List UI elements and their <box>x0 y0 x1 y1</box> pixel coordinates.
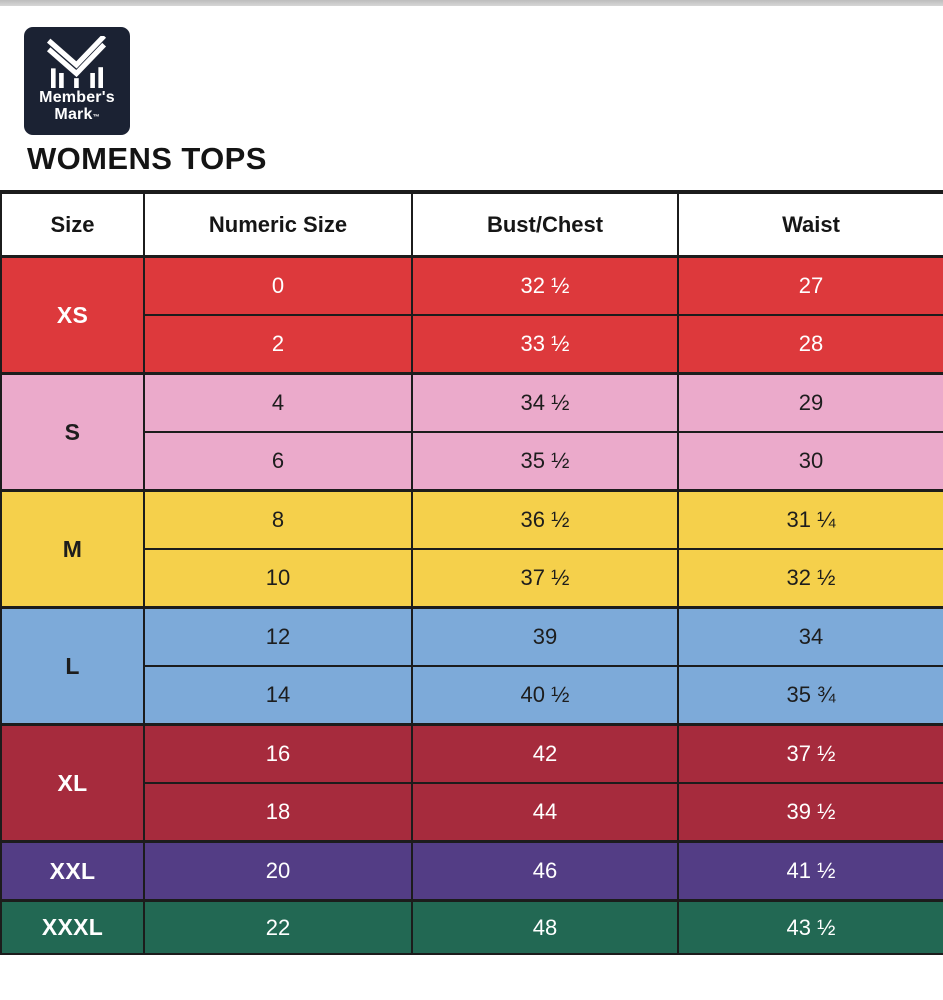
table-row: XL 16 42 37 ½ <box>0 723 943 843</box>
waist-cell: 41 ½ <box>677 840 943 902</box>
bust-chest-cell: 33 ½ <box>411 314 679 375</box>
brand-line1: Member's <box>39 89 115 106</box>
waist-cell: 32 ½ <box>677 548 943 609</box>
waist-cell: 34 <box>677 606 943 667</box>
table-row: 2 33 ½ 28 <box>1 314 943 375</box>
waist-cell: 43 ½ <box>677 899 943 955</box>
table-row: S 4 34 ½ 29 <box>0 372 943 492</box>
table-row: XXXL 22 48 43 ½ <box>0 899 943 955</box>
bust-chest-cell: 42 <box>411 723 679 784</box>
table-row: 6 35 ½ 30 <box>1 431 943 492</box>
bust-chest-cell: 40 ½ <box>411 665 679 726</box>
numeric-size-cell: 22 <box>143 899 413 955</box>
size-label-xl: XL <box>0 723 145 843</box>
bust-chest-cell: 35 ½ <box>411 431 679 492</box>
numeric-size-cell: 16 <box>143 723 413 784</box>
table-row: L 12 39 34 <box>0 606 943 726</box>
table-row: 18 44 39 ½ <box>1 782 943 843</box>
table-row: M 8 36 ½ 31 ¼ <box>0 489 943 609</box>
table-header-row: Size Numeric Size Bust/Chest Waist <box>0 191 943 258</box>
bust-chest-cell: 34 ½ <box>411 372 679 433</box>
column-header-size: Size <box>0 191 145 258</box>
page-title: WOMENS TOPS <box>27 141 267 176</box>
waist-cell: 37 ½ <box>677 723 943 784</box>
numeric-size-cell: 12 <box>143 606 413 667</box>
bust-chest-cell: 32 ½ <box>411 255 679 316</box>
column-header-bust-chest: Bust/Chest <box>411 191 679 258</box>
bust-chest-cell: 44 <box>411 782 679 843</box>
table-row: 14 40 ½ 35 ¾ <box>1 665 943 726</box>
size-label-xxxl: XXXL <box>0 899 145 955</box>
trademark-symbol: ™ <box>92 113 100 121</box>
table-row: XS 0 32 ½ 27 <box>0 255 943 375</box>
numeric-size-cell: 6 <box>143 431 413 492</box>
waist-cell: 39 ½ <box>677 782 943 843</box>
members-mark-m-icon <box>46 36 107 88</box>
numeric-size-cell: 20 <box>143 840 413 902</box>
waist-cell: 29 <box>677 372 943 433</box>
size-label-xs: XS <box>0 255 145 375</box>
size-label-l: L <box>0 606 145 726</box>
size-label-m: M <box>0 489 145 609</box>
waist-cell: 30 <box>677 431 943 492</box>
size-label-s: S <box>0 372 145 492</box>
waist-cell: 31 ¼ <box>677 489 943 550</box>
waist-cell: 27 <box>677 255 943 316</box>
bust-chest-cell: 36 ½ <box>411 489 679 550</box>
numeric-size-cell: 2 <box>143 314 413 375</box>
table-row: XXL 20 46 41 ½ <box>0 840 943 902</box>
members-mark-logo: Member's Mark™ <box>24 27 130 135</box>
numeric-size-cell: 14 <box>143 665 413 726</box>
table-row: 10 37 ½ 32 ½ <box>1 548 943 609</box>
members-mark-wordmark: Member's Mark™ <box>39 89 115 124</box>
waist-cell: 28 <box>677 314 943 375</box>
column-header-numeric-size: Numeric Size <box>143 191 413 258</box>
numeric-size-cell: 18 <box>143 782 413 843</box>
top-edge-strip <box>0 0 943 6</box>
numeric-size-cell: 0 <box>143 255 413 316</box>
waist-cell: 35 ¾ <box>677 665 943 726</box>
bust-chest-cell: 37 ½ <box>411 548 679 609</box>
numeric-size-cell: 8 <box>143 489 413 550</box>
column-header-waist: Waist <box>677 191 943 258</box>
brand-line2: Mark <box>54 105 93 123</box>
bust-chest-cell: 39 <box>411 606 679 667</box>
bust-chest-cell: 48 <box>411 899 679 955</box>
numeric-size-cell: 4 <box>143 372 413 433</box>
size-label-xxl: XXL <box>0 840 145 902</box>
bust-chest-cell: 46 <box>411 840 679 902</box>
numeric-size-cell: 10 <box>143 548 413 609</box>
